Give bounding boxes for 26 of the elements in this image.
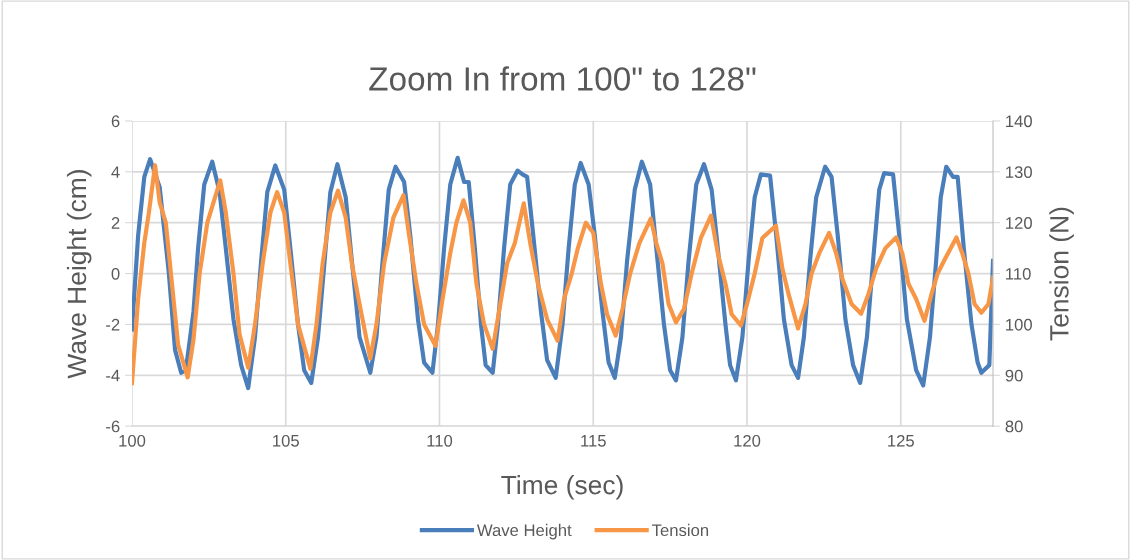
y2-tick-label: 100 bbox=[1006, 318, 1032, 331]
y-tick-label: 0 bbox=[111, 267, 120, 280]
x-tick-label: 120 bbox=[734, 434, 761, 447]
y-axis-title: Wave Height (cm) bbox=[66, 170, 92, 379]
x-tick-label: 115 bbox=[581, 435, 606, 447]
chart-title: Zoom In from 100" to 128" bbox=[369, 66, 756, 91]
y-tick-label: 4 bbox=[111, 166, 120, 178]
y2-tick-label: 80 bbox=[1005, 420, 1023, 433]
x-tick-label: 105 bbox=[273, 434, 299, 447]
legend-label: Tension bbox=[652, 523, 709, 537]
y2-tick-label: 130 bbox=[1006, 166, 1032, 179]
y-tick-label: -6 bbox=[106, 420, 120, 433]
y2-tick-label: 140 bbox=[1006, 115, 1032, 128]
y2-axis-title: Tension (N) bbox=[1049, 207, 1074, 341]
y-tick-label: -4 bbox=[106, 369, 120, 382]
x-tick-label: 125 bbox=[888, 434, 914, 447]
y-tick-label: 2 bbox=[111, 217, 120, 229]
x-tick-label: 100 bbox=[119, 434, 146, 447]
y-tick-label: 6 bbox=[111, 115, 120, 128]
y2-tick-label: 110 bbox=[1006, 267, 1031, 280]
x-axis-title: Time (sec) bbox=[501, 474, 623, 500]
y2-tick-label: 120 bbox=[1006, 217, 1032, 229]
y-tick-label: -2 bbox=[106, 318, 120, 331]
legend-label: Wave Height bbox=[476, 523, 572, 540]
x-tick-label: 110 bbox=[427, 434, 453, 447]
y2-tick-label: 90 bbox=[1005, 369, 1023, 382]
